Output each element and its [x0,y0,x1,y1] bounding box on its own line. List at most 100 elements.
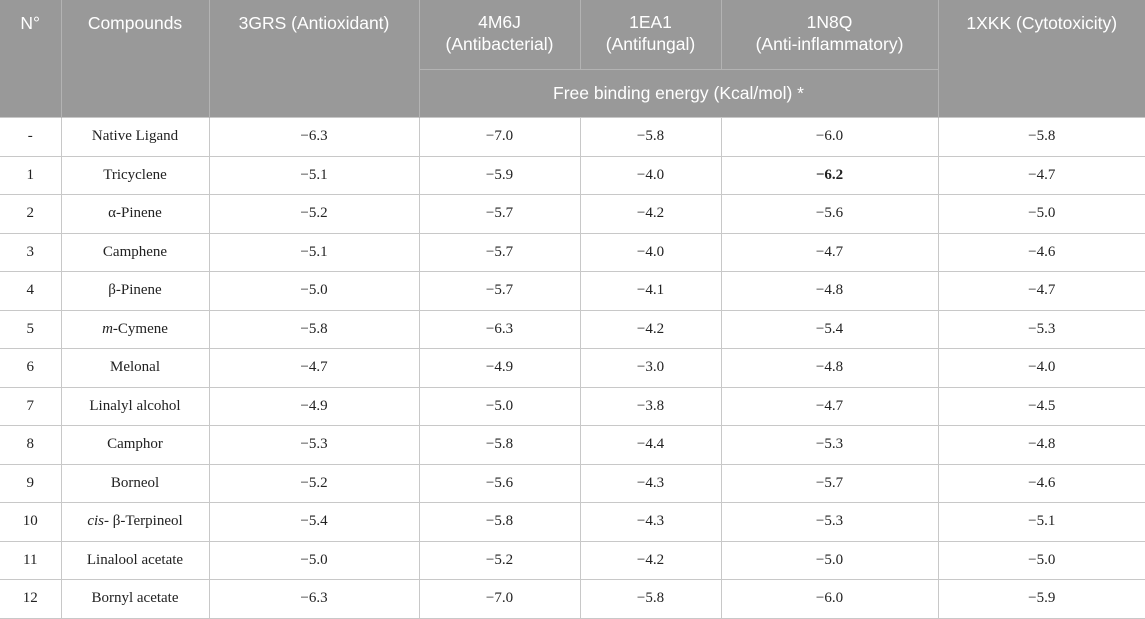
cell-1n8q: −6.0 [720,117,938,157]
cell-1ea1: −4.4 [579,425,721,465]
table-row: 1 Tricyclene −5.1 −5.9 −4.0 −6.2 −4.7 [0,156,1145,195]
header-free-binding-energy: Free binding energy (Kcal/mol) * [418,69,938,118]
cell-1ea1: −3.8 [579,387,721,426]
cell-1xkk: −4.5 [937,387,1145,426]
cell-1xkk: −5.9 [937,579,1145,619]
header-1n8q: 1N8Q (Anti-inflammatory) [720,0,938,70]
cell-1n8q: −5.4 [720,310,938,349]
cell-1ea1: −4.0 [579,233,721,272]
cell-1n8q: −6.2 [720,156,938,195]
cell-compound: Camphene [60,233,209,272]
cell-4m6j: −4.9 [418,348,580,388]
cell-4m6j: −5.9 [418,156,580,195]
compound-prefix: cis [87,513,105,530]
cell-4m6j: −5.8 [418,425,580,465]
cell-3grs: −4.7 [208,348,419,388]
cell-no: 12 [0,579,61,619]
cell-1ea1: −5.8 [579,117,721,157]
cell-3grs: −5.2 [208,464,419,503]
cell-1ea1: −4.1 [579,271,721,311]
cell-1xkk: −4.6 [937,464,1145,503]
table-row: 7 Linalyl alcohol −4.9 −5.0 −3.8 −4.7 −4.5 [0,387,1145,426]
table-row: 10 cis- β-Terpineol −5.4 −5.8 −4.3 −5.3 −5.1 [0,502,1145,542]
cell-1n8q: −5.7 [720,464,938,503]
cell-no: 9 [0,464,61,503]
cell-1n8q: −4.8 [720,348,938,388]
cell-1n8q: −4.7 [720,387,938,426]
cell-1n8q: −4.8 [720,271,938,311]
cell-compound: Native Ligand [60,117,209,157]
compound-prefix: m [102,320,113,337]
cell-1ea1: −4.2 [579,310,721,349]
cell-no: 3 [0,233,61,272]
cell-1ea1: −4.2 [579,194,721,234]
cell-compound: β-Pinene [60,271,209,311]
cell-no: 2 [0,194,61,234]
cell-no: 11 [0,541,61,580]
cell-4m6j: −5.2 [418,541,580,580]
header-1ea1: 1EA1 (Antifungal) [579,0,721,70]
cell-1n8q: −5.6 [720,194,938,234]
cell-3grs: −4.9 [208,387,419,426]
cell-no: 4 [0,271,61,311]
table-row: - Native Ligand −6.3 −7.0 −5.8 −6.0 −5.8 [0,117,1145,157]
cell-3grs: −6.3 [208,117,419,157]
cell-1ea1: −4.3 [579,464,721,503]
cell-compound: Melonal [60,348,209,388]
cell-no: 8 [0,425,61,465]
cell-no: 7 [0,387,61,426]
cell-3grs: −5.3 [208,425,419,465]
cell-4m6j: −5.6 [418,464,580,503]
cell-1ea1: −4.0 [579,156,721,195]
cell-1xkk: −5.3 [937,310,1145,349]
cell-1n8q: −5.0 [720,541,938,580]
cell-compound: Tricyclene [60,156,209,195]
cell-1ea1: −4.3 [579,502,721,542]
table-row: 11 Linalool acetate −5.0 −5.2 −4.2 −5.0 −5.0 [0,541,1145,580]
table-row: 6 Melonal −4.7 −4.9 −3.0 −4.8 −4.0 [0,348,1145,388]
cell-3grs: −5.8 [208,310,419,349]
cell-4m6j: −7.0 [418,117,580,157]
cell-3grs: −5.1 [208,233,419,272]
cell-1ea1: −5.8 [579,579,721,619]
header-3grs: 3GRS (Antioxidant) [208,0,419,118]
cell-compound: cis- β-Terpineol [60,502,209,542]
cell-no: 6 [0,348,61,388]
table-body: - Native Ligand −6.3 −7.0 −5.8 −6.0 −5.8 1 Tricy… [0,117,1145,619]
cell-1xkk: −4.0 [937,348,1145,388]
cell-1n8q: −6.0 [720,579,938,619]
header-4m6j: 4M6J (Antibacterial) [418,0,580,70]
table-row: 12 Bornyl acetate −6.3 −7.0 −5.8 −6.0 −5.9 [0,579,1145,619]
cell-compound: Bornyl acetate [60,579,209,619]
cell-4m6j: −5.7 [418,194,580,234]
cell-4m6j: −5.7 [418,233,580,272]
cell-1n8q: −4.7 [720,233,938,272]
cell-1xkk: −4.8 [937,425,1145,465]
cell-1n8q: −5.3 [720,425,938,465]
table-row: 8 Camphor −5.3 −5.8 −4.4 −5.3 −4.8 [0,425,1145,465]
cell-compound: Camphor [60,425,209,465]
cell-3grs: −5.1 [208,156,419,195]
cell-1xkk: −5.0 [937,194,1145,234]
cell-3grs: −6.3 [208,579,419,619]
table-row: 5 m-Cymene −5.8 −6.3 −4.2 −5.4 −5.3 [0,310,1145,349]
cell-no: 1 [0,156,61,195]
cell-no: - [0,117,61,157]
cell-1xkk: −5.1 [937,502,1145,542]
compound-name: -Cymene [112,320,168,337]
cell-no: 10 [0,502,61,542]
cell-1ea1: −3.0 [579,348,721,388]
table-row: 4 β-Pinene −5.0 −5.7 −4.1 −4.8 −4.7 [0,271,1145,311]
table-header: N° Compounds 3GRS (Antioxidant) 4M6J (An… [0,0,1145,118]
cell-1n8q: −5.3 [720,502,938,542]
cell-3grs: −5.0 [208,271,419,311]
cell-compound: Linalool acetate [60,541,209,580]
cell-1xkk: −4.7 [937,271,1145,311]
compound-name: - β-Terpineol [104,513,183,530]
cell-4m6j: −5.0 [418,387,580,426]
cell-3grs: −5.4 [208,502,419,542]
cell-1xkk: −5.8 [937,117,1145,157]
table-row: 2 α-Pinene −5.2 −5.7 −4.2 −5.6 −5.0 [0,194,1145,234]
cell-compound: m-Cymene [60,310,209,349]
